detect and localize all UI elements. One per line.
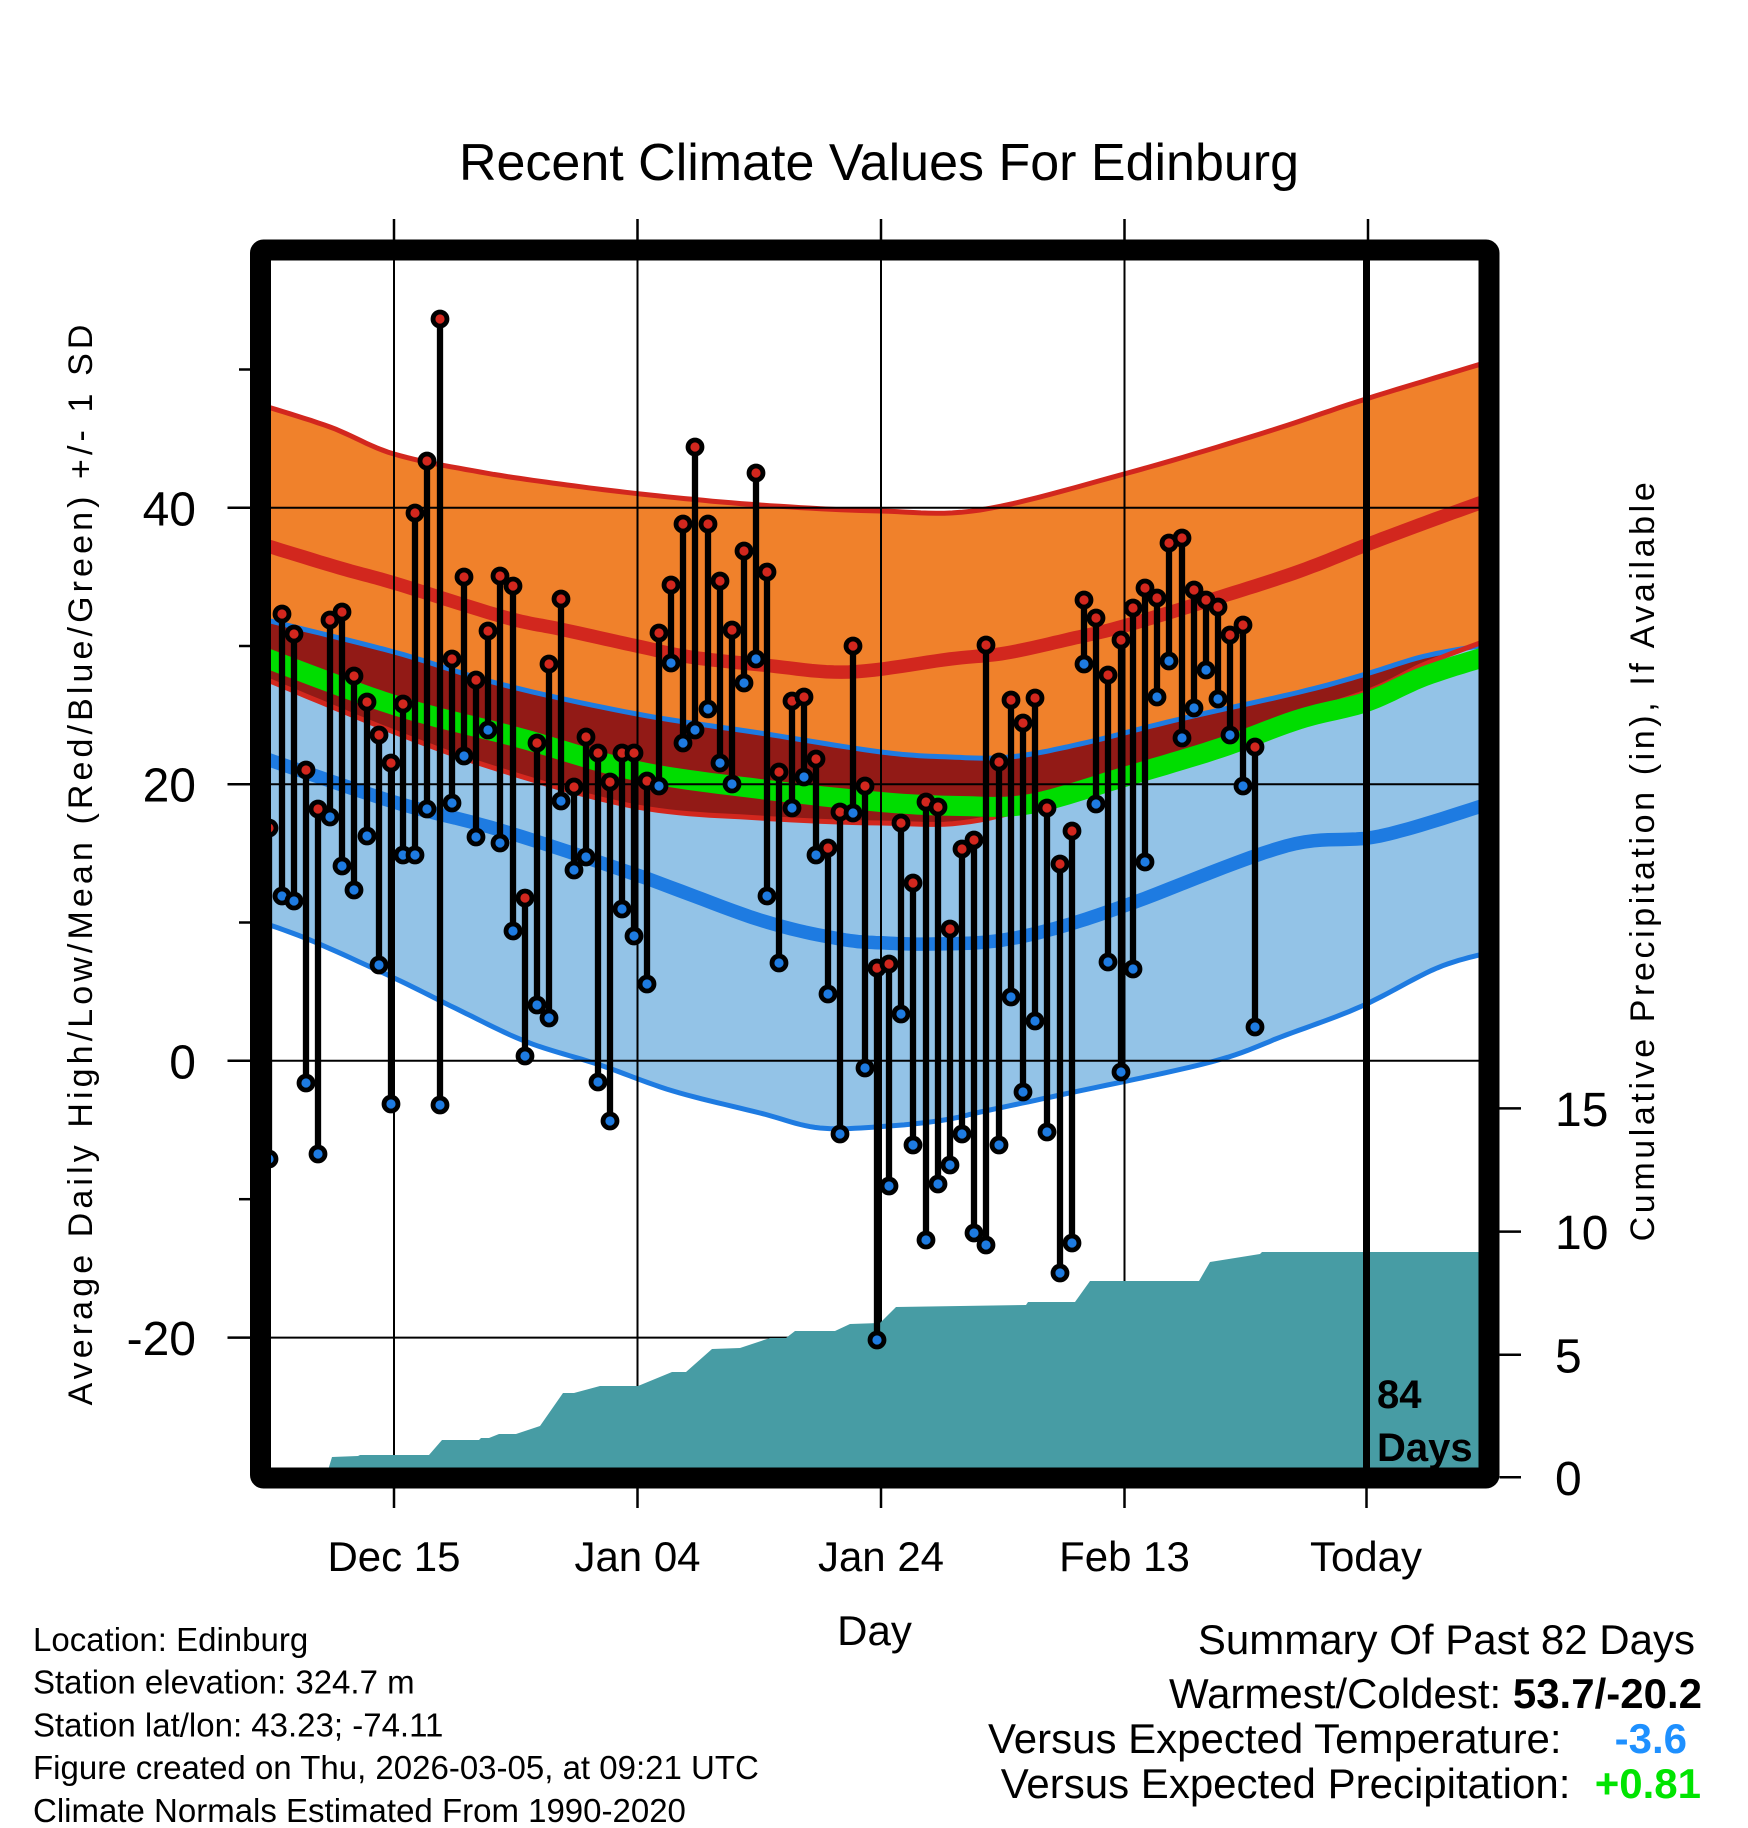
svg-text:Feb 13: Feb 13 xyxy=(1059,1533,1190,1580)
svg-text:Today: Today xyxy=(1310,1533,1422,1580)
svg-text:Station lat/lon: 43.23; -74.11: Station lat/lon: 43.23; -74.11 xyxy=(33,1706,443,1743)
svg-text:20: 20 xyxy=(143,760,196,813)
svg-text:Cumulative Precipitation (in),: Cumulative Precipitation (in), If Availa… xyxy=(1624,479,1662,1242)
svg-text:Figure created on Thu, 2026-03: Figure created on Thu, 2026-03-05, at 09… xyxy=(33,1749,759,1786)
svg-text:Recent Climate Values For Edin: Recent Climate Values For Edinburg xyxy=(459,134,1299,192)
svg-text:-3.6: -3.6 xyxy=(1615,1715,1687,1762)
svg-text:Average Daily High/Low/Mean (R: Average Daily High/Low/Mean (Red/Blue/Gr… xyxy=(62,320,100,1405)
svg-text:Location: Edinburg: Location: Edinburg xyxy=(33,1621,308,1658)
svg-text:Climate Normals Estimated From: Climate Normals Estimated From 1990-2020 xyxy=(33,1792,686,1828)
svg-text:Jan 24: Jan 24 xyxy=(818,1533,944,1580)
svg-text:Versus Expected Temperature:: Versus Expected Temperature: xyxy=(988,1715,1562,1762)
svg-text:Dec 15: Dec 15 xyxy=(327,1533,460,1580)
svg-text:84: 84 xyxy=(1377,1373,1422,1417)
svg-text:+0.81: +0.81 xyxy=(1595,1760,1701,1807)
svg-text:15: 15 xyxy=(1555,1084,1608,1137)
svg-text:Warmest/Coldest: 53.7/-20.2: Warmest/Coldest: 53.7/-20.2 xyxy=(1169,1670,1702,1717)
svg-text:Summary Of Past 82 Days: Summary Of Past 82 Days xyxy=(1198,1616,1695,1663)
svg-text:40: 40 xyxy=(143,483,196,536)
svg-text:Jan 04: Jan 04 xyxy=(574,1533,700,1580)
svg-text:5: 5 xyxy=(1555,1330,1582,1383)
svg-text:Day: Day xyxy=(837,1607,912,1654)
svg-text:0: 0 xyxy=(169,1036,196,1089)
svg-text:-20: -20 xyxy=(127,1313,196,1366)
svg-text:Versus Expected Precipitation:: Versus Expected Precipitation: xyxy=(1001,1760,1571,1807)
svg-text:0: 0 xyxy=(1555,1453,1582,1506)
svg-text:10: 10 xyxy=(1555,1207,1608,1260)
svg-text:Station elevation: 324.7 m: Station elevation: 324.7 m xyxy=(33,1664,415,1701)
svg-text:Days: Days xyxy=(1377,1426,1473,1470)
